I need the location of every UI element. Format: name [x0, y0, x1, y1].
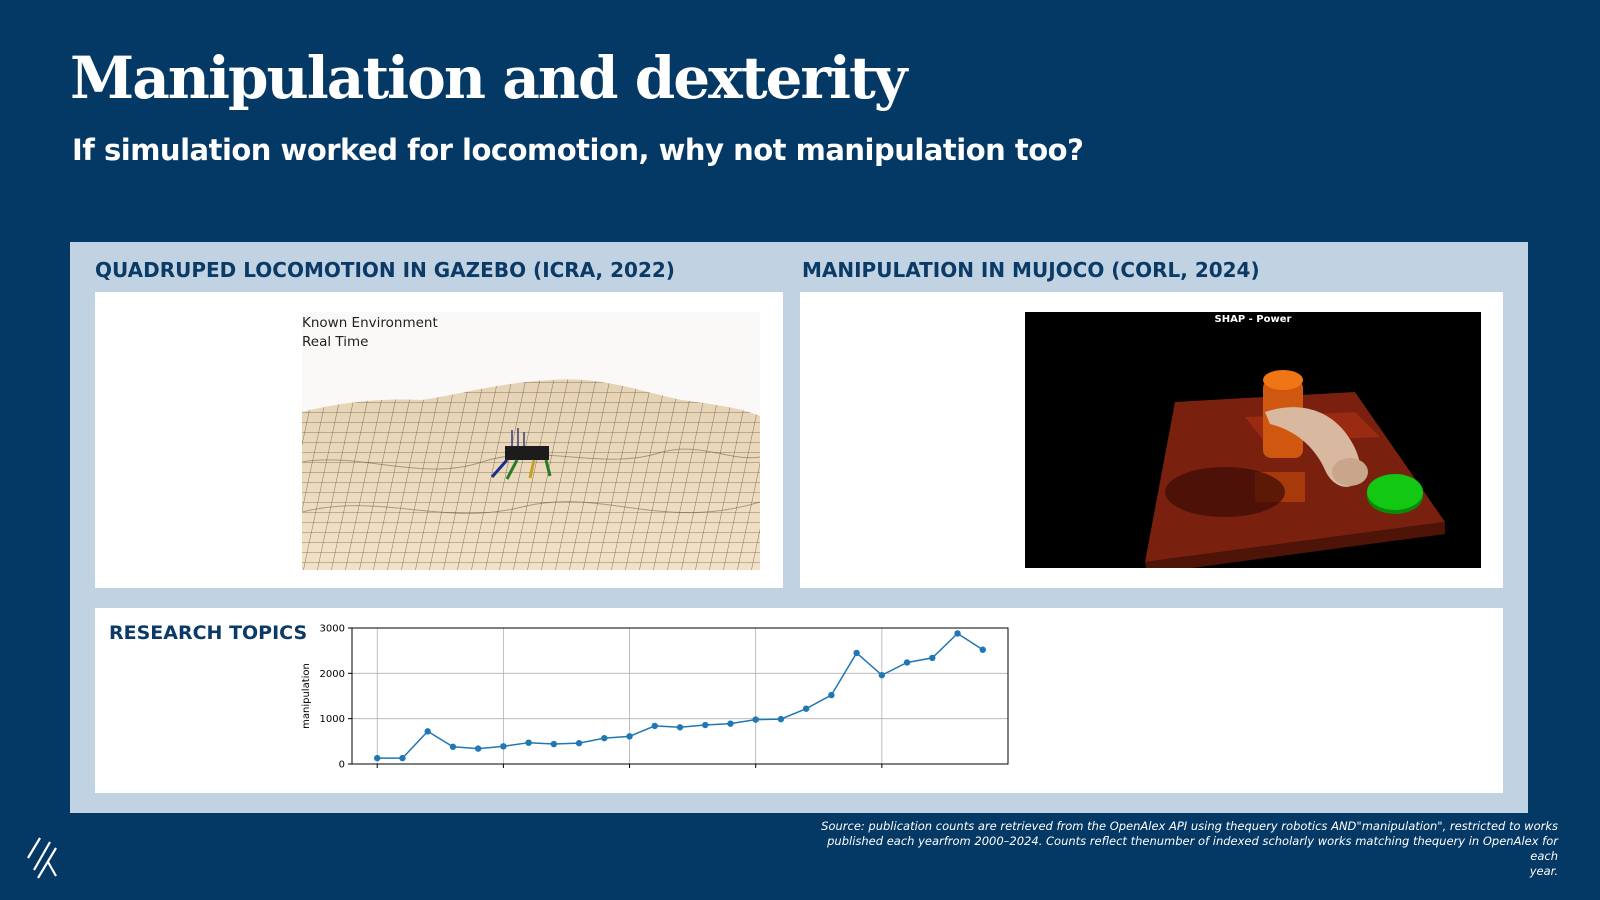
data-point — [474, 745, 482, 752]
y-tick-label: 3000 — [320, 624, 345, 635]
source-line3: year. — [1529, 864, 1558, 878]
series-line — [377, 632, 984, 759]
right-card-label: MANIPULATION IN MUJOCO (CORL, 2024) — [802, 258, 1260, 282]
brand-logo — [27, 837, 57, 879]
data-point — [727, 720, 734, 727]
video-title: SHAP - Power — [1214, 314, 1292, 325]
content-panel: QUADRUPED LOCOMOTION IN GAZEBO (ICRA, 20… — [70, 242, 1528, 813]
data-point — [929, 654, 936, 662]
data-point — [954, 630, 961, 637]
locomotion-card: Known Environment Real Time — [95, 292, 783, 588]
quadruped-robot — [490, 428, 552, 480]
data-point — [525, 739, 532, 746]
terrain-image — [302, 379, 760, 570]
source-line1: Source: publication counts are retrieved… — [821, 819, 1558, 833]
source-line2: published each yearfrom 2000–2024. Count… — [827, 834, 1558, 863]
data-point — [651, 722, 658, 730]
data-point — [601, 734, 608, 742]
manipulation-video[interactable]: SHAP - Power — [1025, 312, 1481, 568]
y-tick-label: 0 — [339, 760, 345, 771]
data-point — [626, 733, 633, 740]
research-card: RESEARCH TOPICS 0 1000 2000 3000 manipulatio… — [95, 608, 1503, 793]
data-point — [676, 724, 684, 731]
mujoco-scene-image — [1145, 370, 1445, 568]
manipulation-card: SHAP - Power — [800, 292, 1503, 588]
data-point — [878, 671, 886, 679]
data-point — [374, 754, 381, 762]
data-point — [424, 728, 431, 735]
data-point — [802, 705, 810, 712]
data-point — [752, 716, 759, 723]
data-point — [500, 743, 507, 750]
data-point — [702, 721, 709, 729]
research-topics-label: RESEARCH TOPICS — [109, 622, 308, 644]
data-point — [903, 659, 911, 666]
data-point — [399, 754, 406, 762]
left-card-label: QUADRUPED LOCOMOTION IN GAZEBO (ICRA, 20… — [95, 258, 675, 282]
slide-title: Manipulation and dexterity — [70, 44, 908, 112]
y-tick-label: 2000 — [320, 669, 345, 680]
y-axis-label: manipulation — [301, 663, 312, 729]
data-point — [853, 649, 860, 657]
source-note: Source: publication counts are retrieved… — [798, 819, 1558, 879]
data-point — [777, 715, 785, 723]
video-caption-line2: Real Time — [302, 334, 369, 350]
data-point — [828, 691, 835, 699]
locomotion-video[interactable]: Known Environment Real Time — [302, 312, 760, 570]
data-point — [575, 739, 583, 747]
data-point — [979, 646, 986, 653]
data-point — [449, 743, 457, 750]
video-caption-line1: Known Environment — [302, 315, 438, 331]
data-point — [550, 740, 558, 748]
y-tick-label: 1000 — [320, 714, 345, 725]
publications-chart: 0 1000 2000 3000 manipulation — [301, 624, 1009, 771]
plot-frame — [351, 627, 1009, 765]
slide-subtitle: If simulation worked for locomotion, why… — [72, 133, 1084, 167]
